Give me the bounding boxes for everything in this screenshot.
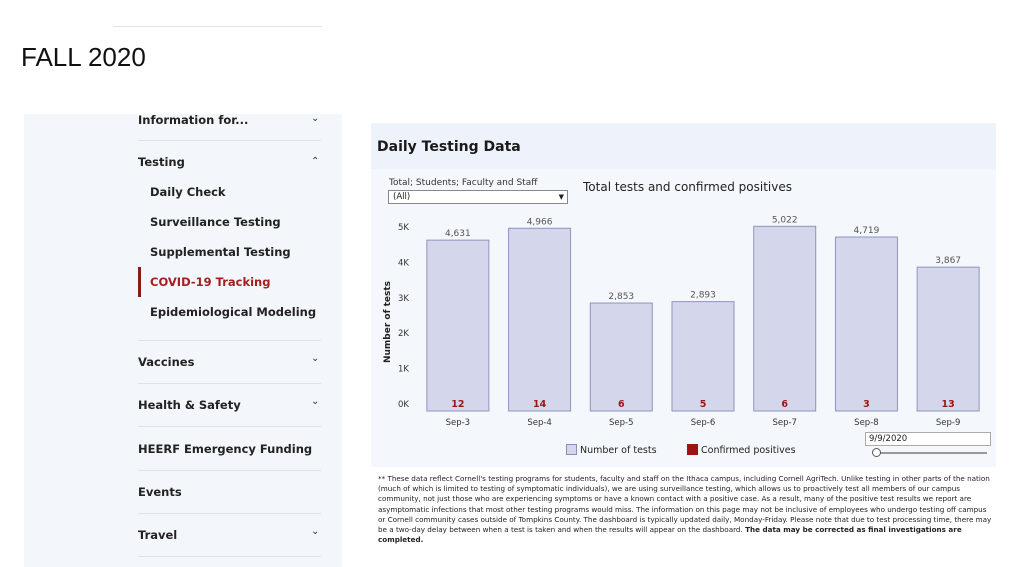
slide-title: FALL 2020 [21,42,146,72]
x-tick-label: Sep-9 [936,418,961,428]
positives-value-label: 14 [533,399,547,410]
bar-tests [426,239,490,412]
sidebar-item-travel[interactable]: Travel [138,528,178,542]
y-tick-label: 4K [398,258,409,268]
date-slider-handle[interactable] [872,448,881,457]
bar-tests [589,302,653,412]
chevron-down-icon[interactable]: ⌄ [311,353,320,364]
chart-title: Total tests and confirmed positives [583,180,792,194]
x-tick-label: Sep-6 [691,418,716,428]
panel-title: Daily Testing Data [377,139,521,155]
chevron-down-icon[interactable]: ⌄ [311,526,320,537]
footnote: ** These data reflect Cornell's testing … [378,474,993,545]
sidebar-subitem-covid-19-tracking[interactable]: COVID-19 Tracking [150,275,271,289]
sidebar-item-information-for[interactable]: Information for... [138,113,249,127]
sidebar-subitem-epidemiological-modeling[interactable]: Epidemiological Modeling [150,305,317,319]
bar-value-label: 2,853 [608,292,634,302]
group-filter-dropdown[interactable]: (All) ▼ [388,190,568,204]
bar-value-label: 4,966 [527,217,553,227]
positives-value-label: 13 [942,399,955,410]
y-tick-label: 0K [398,400,409,410]
y-tick-label: 5K [398,223,409,233]
divider [138,383,321,384]
legend-swatch-tests [566,444,577,455]
sidebar-subitem-surveillance-testing[interactable]: Surveillance Testing [150,215,281,229]
sidebar-item-health-safety[interactable]: Health & Safety [138,398,241,412]
y-tick-label: 3K [398,294,409,304]
sidebar-subitem-supplemental-testing[interactable]: Supplemental Testing [150,245,291,259]
legend-label-positives: Confirmed positives [701,445,796,456]
x-tick-label: Sep-7 [772,418,797,428]
divider [138,470,321,471]
legend-label-tests: Number of tests [580,445,657,456]
divider [138,513,321,514]
bar-value-label: 4,631 [445,229,471,239]
x-tick-label: Sep-3 [446,418,471,428]
filter-value: (All) [393,192,411,202]
positives-value-label: 6 [618,399,625,410]
positives-value-label: 6 [781,399,788,410]
sidebar-top-row [113,0,322,27]
legend-swatch-positives [687,444,698,455]
bar-value-label: 3,867 [935,256,961,266]
bar-tests [671,301,735,412]
positives-value-label: 3 [863,399,870,410]
divider [138,140,321,141]
chevron-up-icon[interactable]: ⌃ [311,156,320,167]
bar-tests [508,227,572,412]
caret-down-icon: ▼ [558,193,564,201]
divider [138,426,321,427]
filter-label: Total; Students; Faculty and Staff [389,178,538,188]
bar-chart: Number of tests 0K 1K 2K 3K 4K 5K 4,631 12 Sep-3 4… [383,215,980,428]
footnote-text: ** These data reflect Cornell's testing … [378,474,992,535]
bar-value-label: 5,022 [772,215,798,225]
divider [138,340,321,341]
positives-value-label: 12 [451,399,464,410]
bar-tests [916,266,980,412]
divider [138,556,321,557]
positives-value-label: 5 [700,399,707,410]
sidebar-item-heerf-emergency-funding[interactable]: HEERF Emergency Funding [138,442,313,456]
sidebar-item-events[interactable]: Events [138,485,182,499]
y-tick-label: 2K [398,329,409,339]
x-tick-label: Sep-8 [854,418,879,428]
date-slider-track[interactable] [877,452,987,454]
active-indicator [138,267,141,297]
sidebar-subitem-daily-check[interactable]: Daily Check [150,185,226,199]
panel-header [371,123,996,169]
y-tick-label: 1K [398,365,409,375]
sidebar-item-testing[interactable]: Testing [138,155,185,169]
chevron-down-icon[interactable]: ⌄ [311,113,320,124]
bar-tests [753,225,817,412]
x-tick-label: Sep-4 [527,418,552,428]
bar-value-label: 2,893 [690,291,716,301]
date-input[interactable]: 9/9/2020 [865,432,991,446]
bar-tests [834,236,898,412]
sidebar-item-vaccines[interactable]: Vaccines [138,355,195,369]
footnote-bold: The data may be corrected as final inves… [378,525,962,545]
chevron-down-icon[interactable]: ⌄ [311,396,320,407]
y-axis-label: Number of tests [383,281,393,363]
x-tick-label: Sep-5 [609,418,634,428]
bar-value-label: 4,719 [854,226,880,236]
